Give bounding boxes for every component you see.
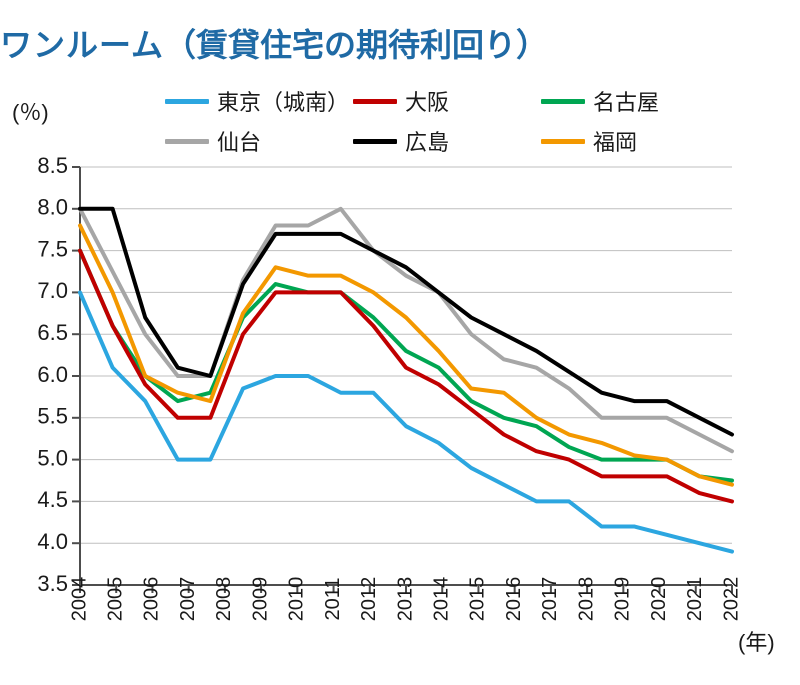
y-tick-label: 8.5 xyxy=(37,153,68,178)
x-tick-label: 2010 xyxy=(286,577,308,622)
series-line xyxy=(80,226,732,485)
series-line xyxy=(80,209,732,451)
x-tick-label: 2019 xyxy=(612,577,634,622)
y-tick-label: 6.5 xyxy=(37,320,68,345)
y-tick-label: 4.0 xyxy=(37,529,68,554)
x-tick-label: 2018 xyxy=(575,577,597,622)
x-tick-label: 2007 xyxy=(177,577,199,622)
y-tick-label: 7.0 xyxy=(37,278,68,303)
x-tick-label: 2004 xyxy=(68,577,90,622)
x-tick-label: 2006 xyxy=(141,577,163,622)
x-tick-label: 2005 xyxy=(105,577,127,622)
x-tick-label: 2015 xyxy=(467,577,489,622)
x-tick-label: 2014 xyxy=(431,577,453,622)
line-chart: 8.5 8.0 7.5 7.0 6.5 6.0 5.5 5.0 4.5 4.0 3.52004 200… xyxy=(0,0,800,685)
x-tick-label: 2008 xyxy=(213,577,235,622)
x-tick-label: 2020 xyxy=(648,577,670,622)
x-tick-label: 2022 xyxy=(720,577,742,622)
x-tick-label: 2012 xyxy=(358,577,380,622)
y-tick-label: 6.0 xyxy=(37,362,68,387)
y-tick-label: 7.5 xyxy=(37,236,68,261)
x-tick-label: 2011 xyxy=(322,577,344,620)
x-axis-label: (年) xyxy=(738,625,775,657)
y-tick-label: 5.5 xyxy=(37,404,68,429)
x-tick-label: 2009 xyxy=(249,577,271,622)
y-tick-label: 8.0 xyxy=(37,195,68,220)
x-tick-label: 2021 xyxy=(684,577,706,622)
chart-container: ワンルーム（賃貸住宅の期待利回り） (％) 東京（城南）大阪名古屋仙台広島福岡 … xyxy=(0,0,800,685)
x-tick-label: 2016 xyxy=(503,577,525,622)
x-tick-label: 2013 xyxy=(394,577,416,622)
x-tick-label: 2017 xyxy=(539,577,561,622)
y-tick-label: 4.5 xyxy=(37,487,68,512)
y-tick-label: 5.0 xyxy=(37,445,68,470)
y-tick-label: 3.5 xyxy=(37,571,68,596)
series-line xyxy=(80,292,732,551)
